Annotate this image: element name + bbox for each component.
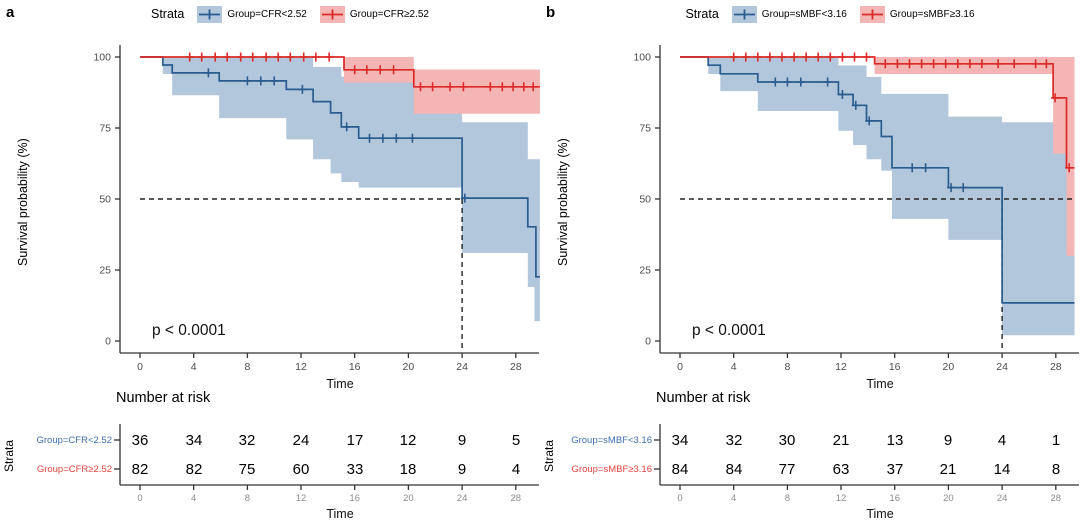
y-axis-title: Survival probability (%) xyxy=(556,138,570,267)
x-tick-label: 4 xyxy=(731,361,737,373)
risk-x-tick-label: 24 xyxy=(457,493,468,504)
y-tick-label: 50 xyxy=(99,194,111,206)
censor-marks-blue xyxy=(771,77,968,193)
km-curve-red xyxy=(680,56,1075,169)
risk-x-tick-label: 4 xyxy=(731,493,736,504)
x-axis-title: Time xyxy=(326,377,353,391)
x-tick-label: 8 xyxy=(244,361,250,373)
y-tick-label: 0 xyxy=(105,336,111,348)
risk-x-tick-label: 28 xyxy=(511,493,522,504)
p-value: p < 0.0001 xyxy=(152,322,226,339)
legend-item-red: Group=CFR≥2.52 xyxy=(319,5,429,23)
risk-x-tick-label: 8 xyxy=(785,493,790,504)
km-curve-blue xyxy=(140,56,540,278)
p-value: p < 0.0001 xyxy=(692,322,766,339)
ci-band-red xyxy=(874,57,1075,256)
x-tick-label: 20 xyxy=(943,361,955,373)
strata-axis-label: Strata xyxy=(2,440,16,473)
risk-x-tick-label: 8 xyxy=(245,493,250,504)
survival-plot: 0 4 8 12 16 20 24 28 0 25 50 75 100 Time p < 0.0001 xyxy=(633,45,1079,391)
ci-band-blue xyxy=(708,57,1075,336)
legend-key-red-icon xyxy=(319,5,345,23)
risk-x-tick-label: 16 xyxy=(349,493,360,504)
panel-letter: b xyxy=(546,4,556,21)
x-tick-label: 16 xyxy=(349,361,361,373)
censor-marks-red xyxy=(729,52,1074,173)
legend-key-blue-icon xyxy=(197,5,223,23)
x-tick-label: 16 xyxy=(889,361,901,373)
legend-label: Group=CFR≥2.52 xyxy=(349,8,429,20)
panel-letter: a xyxy=(6,4,15,21)
risk-table-axis: 0 4 8 12 16 20 24 28 Time xyxy=(114,424,539,521)
legend-label: Group=CFR<2.52 xyxy=(227,8,307,20)
legend: Strata Group=CFR<2.52 Group=CFR≥2.52 xyxy=(40,0,540,28)
risk-table-axis: 0 4 8 12 16 20 24 28 Time xyxy=(654,424,1079,521)
legend-key-blue-icon xyxy=(731,5,757,23)
legend-item-blue: Group=sMBF<3.16 xyxy=(731,5,847,23)
risk-axis-lines xyxy=(654,424,1079,490)
axes xyxy=(655,45,1079,358)
x-tick-label: 28 xyxy=(510,361,522,373)
panel-b: b Strata Group=sMBF<3.16 Group=sMBF≥3.16… xyxy=(540,0,1080,524)
median-guides xyxy=(140,198,463,349)
risk-axis-lines xyxy=(114,424,539,490)
legend: Strata Group=sMBF<3.16 Group=sMBF≥3.16 xyxy=(580,0,1080,28)
risk-x-tick-label: 28 xyxy=(1051,493,1062,504)
x-tick-label: 28 xyxy=(1050,361,1062,373)
x-tick-label: 0 xyxy=(677,361,683,373)
y-tick-label: 75 xyxy=(639,123,651,135)
legend-label: Group=sMBF≥3.16 xyxy=(889,8,975,20)
y-axis-title: Survival probability (%) xyxy=(16,138,30,267)
legend-item-red: Group=sMBF≥3.16 xyxy=(859,5,975,23)
risk-table-title: Number at risk xyxy=(116,390,211,406)
confidence-bands xyxy=(708,57,1075,336)
x-axis-title: Time xyxy=(866,377,893,391)
y-tick-label: 25 xyxy=(639,265,651,277)
y-tick-label: 100 xyxy=(93,52,111,64)
censor-marks-red xyxy=(185,52,538,92)
y-tick-label: 100 xyxy=(633,52,651,64)
risk-x-tick-label: 16 xyxy=(889,493,900,504)
legend-title: Strata xyxy=(151,7,185,21)
x-tick-label: 0 xyxy=(137,361,143,373)
x-tick-label: 8 xyxy=(784,361,790,373)
x-tick-label: 20 xyxy=(403,361,415,373)
risk-x-axis-title: Time xyxy=(866,507,893,521)
x-tick-label: 4 xyxy=(191,361,197,373)
strata-axis-label: Strata xyxy=(542,440,556,473)
legend-item-blue: Group=CFR<2.52 xyxy=(197,5,307,23)
risk-x-tick-label: 12 xyxy=(296,493,307,504)
risk-x-tick-label: 20 xyxy=(403,493,414,504)
risk-table-title: Number at risk xyxy=(656,390,751,406)
risk-x-tick-label: 20 xyxy=(943,493,954,504)
censor-marks-blue xyxy=(204,68,469,203)
panel-a: a Strata Group=CFR<2.52 Group=CFR≥2.52 S… xyxy=(2,0,540,521)
axes xyxy=(115,45,539,358)
x-tick-label: 12 xyxy=(835,361,847,373)
risk-x-tick-label: 0 xyxy=(677,493,682,504)
x-tick-label: 12 xyxy=(295,361,307,373)
y-tick-label: 0 xyxy=(645,336,651,348)
risk-x-tick-label: 0 xyxy=(137,493,142,504)
y-tick-label: 75 xyxy=(99,123,111,135)
legend-title: Strata xyxy=(685,7,719,21)
legend-label: Group=sMBF<3.16 xyxy=(761,8,847,20)
risk-x-axis-title: Time xyxy=(326,507,353,521)
ci-band-blue xyxy=(162,57,540,322)
risk-x-tick-label: 4 xyxy=(191,493,196,504)
confidence-bands xyxy=(162,57,540,322)
x-tick-label: 24 xyxy=(996,361,1008,373)
survival-plot: 0 4 8 12 16 20 24 28 0 25 50 75 100 Time p < 0.0001 xyxy=(93,45,540,391)
risk-x-tick-label: 24 xyxy=(997,493,1008,504)
y-tick-label: 25 xyxy=(99,265,111,277)
x-tick-label: 24 xyxy=(456,361,468,373)
risk-x-tick-label: 12 xyxy=(836,493,847,504)
legend-key-red-icon xyxy=(859,5,885,23)
y-tick-label: 50 xyxy=(639,194,651,206)
